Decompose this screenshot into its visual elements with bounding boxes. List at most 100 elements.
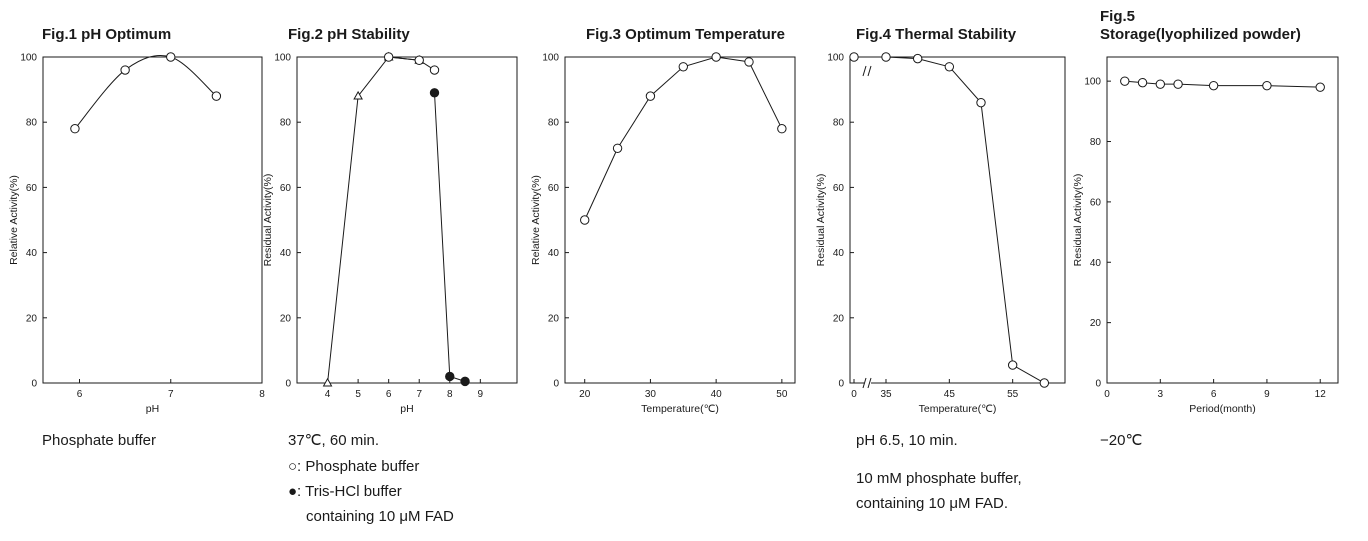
fig2-xtick-label: 5 <box>355 389 361 400</box>
fig4-point <box>912 53 923 64</box>
fig3-point <box>645 91 656 101</box>
fig3-title: Fig.3 Optimum Temperature <box>586 26 785 43</box>
fig5-xtick-label: 3 <box>1158 389 1164 400</box>
fig5-xtick-label: 6 <box>1211 389 1217 400</box>
fig1-frame <box>42 56 263 384</box>
fig5-ylabel: Residual Activity(%) <box>1072 174 1084 267</box>
fig4-ytick-label: 0 <box>838 379 844 390</box>
fig1-ytick-label: 0 <box>31 379 37 390</box>
fig5-point <box>1173 79 1183 89</box>
fig2-caption-line: ○: Phosphate buffer <box>288 458 420 475</box>
fig4-ytick-label: 40 <box>833 248 845 259</box>
fig3-ytick-label: 60 <box>548 183 560 194</box>
fig5-ytick-label: 0 <box>1095 379 1101 390</box>
fig1-xlabel: pH <box>146 403 159 415</box>
fig2-xtick-label: 9 <box>478 389 484 400</box>
fig3-ytick-label: 0 <box>553 379 559 390</box>
fig5-point <box>1155 79 1166 89</box>
fig3-series-line <box>584 56 783 221</box>
fig4-xtick-label: 35 <box>880 389 892 400</box>
fig2-caption-line: containing 10 μM FAD <box>306 508 454 525</box>
fig2-point <box>445 371 455 382</box>
fig2-point <box>322 377 333 387</box>
fig1-point <box>211 91 222 101</box>
fig5-plot: 0 20 40 60 80 100 0 3 6 9 12 Period(month) Residual … <box>1072 56 1339 415</box>
fig1-point <box>120 65 130 75</box>
fig5-point <box>1262 80 1272 91</box>
fig4-point <box>881 52 891 62</box>
fig4-point <box>849 52 859 62</box>
fig4-plot: 0 20 40 60 80 100 0 35 45 55 Temperature(℃) Residua… <box>815 52 1066 415</box>
fig1-title: Fig.1 pH Optimum <box>42 26 172 43</box>
fig4-ytick-label: 100 <box>827 53 844 64</box>
fig2-point <box>414 55 424 65</box>
fig2-xtick-label: 6 <box>386 389 392 400</box>
fig2-ytick-label: 100 <box>274 53 291 64</box>
fig4-xtick-label: 45 <box>944 389 956 400</box>
axis-break-mark <box>862 377 867 389</box>
fig4-xtick-label: 0 <box>851 389 857 400</box>
fig4-ytick-label: 20 <box>833 313 845 324</box>
fig5-xlabel: Period(month) <box>1189 403 1256 415</box>
fig3-point <box>777 124 787 134</box>
fig2-ytick-label: 40 <box>280 248 292 259</box>
fig4-point <box>1039 378 1050 388</box>
fig5-ytick-label: 60 <box>1090 197 1102 208</box>
fig2-series-line <box>434 92 466 382</box>
fig2-frame <box>296 56 518 384</box>
fig2-xtick-label: 7 <box>416 389 422 400</box>
fig2-ytick-label: 60 <box>280 183 292 194</box>
fig2-ylabel: Residual Activity(%) <box>262 174 274 267</box>
fig3-point <box>678 62 688 72</box>
fig3-frame <box>564 56 796 384</box>
fig5-xtick-label: 9 <box>1264 389 1270 400</box>
fig2-point <box>429 65 440 75</box>
fig1-ytick-label: 60 <box>26 183 38 194</box>
fig1-xtick-label: 8 <box>259 389 265 400</box>
fig3-ylabel: Relative Activity(%) <box>530 175 542 265</box>
fig4-xlabel: Temperature(℃) <box>919 403 997 415</box>
fig2-point <box>353 90 363 100</box>
fig2-plot: 0 20 40 60 80 100 4 5 6 7 8 9 pH Residual Activity(%) <box>262 51 518 415</box>
fig3-point <box>580 215 590 225</box>
fig1-caption-line: Phosphate buffer <box>42 432 156 449</box>
fig1-point <box>166 52 176 62</box>
fig5-frame <box>1106 56 1339 384</box>
fig2-ytick-label: 0 <box>285 379 291 390</box>
fig3-ytick-label: 80 <box>548 118 560 129</box>
fig5-subtitle: Storage(lyophilized powder) <box>1100 26 1301 43</box>
fig2-caption-line: ●: Tris-HCl buffer <box>288 483 402 500</box>
axis-break-gap <box>864 65 871 77</box>
fig5-ytick-label: 20 <box>1090 318 1102 329</box>
fig5-series-line <box>1124 80 1321 88</box>
fig3-ytick-label: 20 <box>548 313 560 324</box>
fig3-xtick-label: 30 <box>645 389 657 400</box>
fig2-series-line <box>388 56 435 71</box>
fig2-ytick-label: 20 <box>280 313 292 324</box>
fig4-ylabel: Residual Activity(%) <box>815 174 827 267</box>
fig1-series-line <box>74 55 217 130</box>
fig4-point <box>944 62 955 72</box>
fig4-xtick-label: 55 <box>1007 389 1019 400</box>
fig3-xtick-label: 50 <box>776 389 788 400</box>
fig2-title: Fig.2 pH Stability <box>288 26 410 43</box>
fig4-point <box>976 97 986 108</box>
fig3-ytick-label: 100 <box>542 53 559 64</box>
fig1-ytick-label: 20 <box>26 313 38 324</box>
axis-break-gap <box>864 377 871 389</box>
fig2-xlabel: pH <box>400 403 413 415</box>
axis-break-mark <box>867 65 872 77</box>
fig5-xtick-label: 12 <box>1315 389 1327 400</box>
fig1-ytick-label: 80 <box>26 118 38 129</box>
fig2-series-line <box>327 56 420 384</box>
fig1-point <box>70 124 80 134</box>
fig3-ytick-label: 40 <box>548 248 560 259</box>
fig4-series-line <box>854 56 1045 384</box>
fig4-caption-line: pH 6.5, 10 min. <box>856 432 958 449</box>
fig5-ytick-label: 40 <box>1090 258 1102 269</box>
fig3-xlabel: Temperature(℃) <box>641 403 719 415</box>
fig1-ylabel: Relative Activity(%) <box>8 175 20 265</box>
fig4-point <box>1007 360 1018 370</box>
fig4-ytick-label: 80 <box>833 118 845 129</box>
